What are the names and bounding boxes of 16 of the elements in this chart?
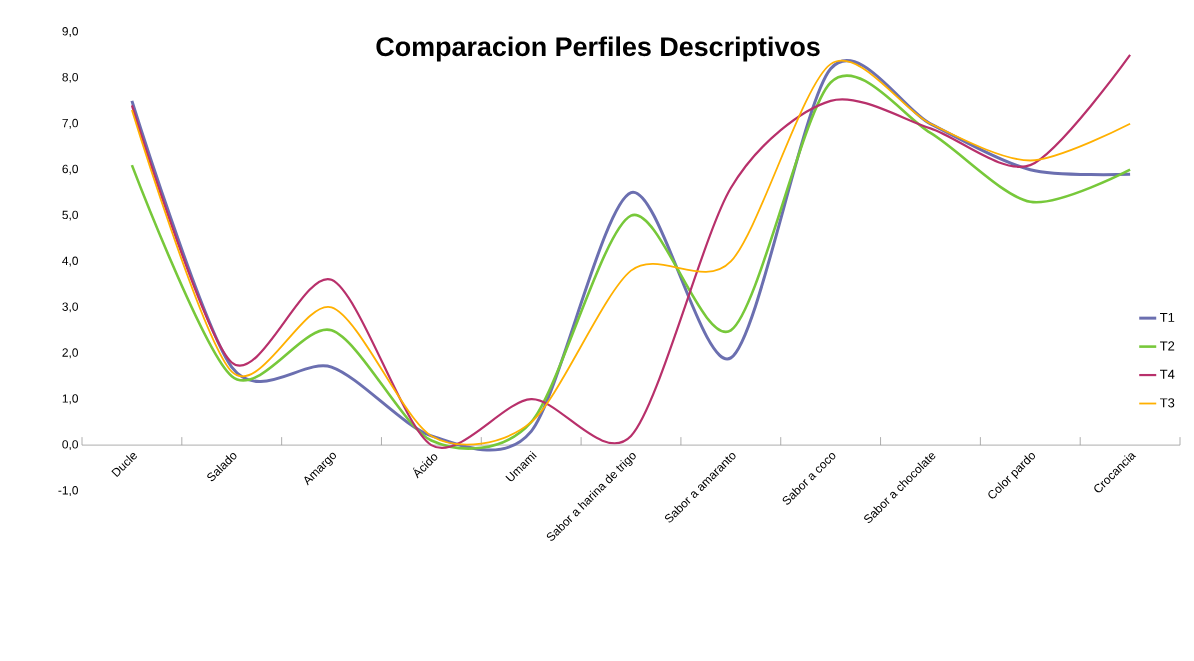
chart-title: Comparacion Perfiles Descriptivos [376, 36, 820, 62]
legend-label: T2 [1160, 341, 1175, 351]
legend-label: T4 [1160, 369, 1175, 379]
legend-label: T1 [1160, 312, 1175, 322]
y-tick-label: 2,0 [62, 348, 79, 359]
y-tick-label: 1,0 [62, 394, 79, 405]
y-tick-label: 0,0 [62, 440, 79, 451]
legend-label: T3 [1160, 398, 1175, 408]
y-tick-label: 3,0 [62, 302, 79, 313]
y-tick-label: 4,0 [62, 256, 79, 267]
y-tick-label: 5,0 [62, 210, 79, 221]
y-tick-label: 9,0 [62, 27, 79, 37]
y-tick-label: 7,0 [62, 118, 79, 129]
y-tick-label: 8,0 [62, 72, 79, 83]
y-tick-label: -1,0 [58, 486, 79, 496]
y-tick-label: 6,0 [62, 164, 79, 175]
